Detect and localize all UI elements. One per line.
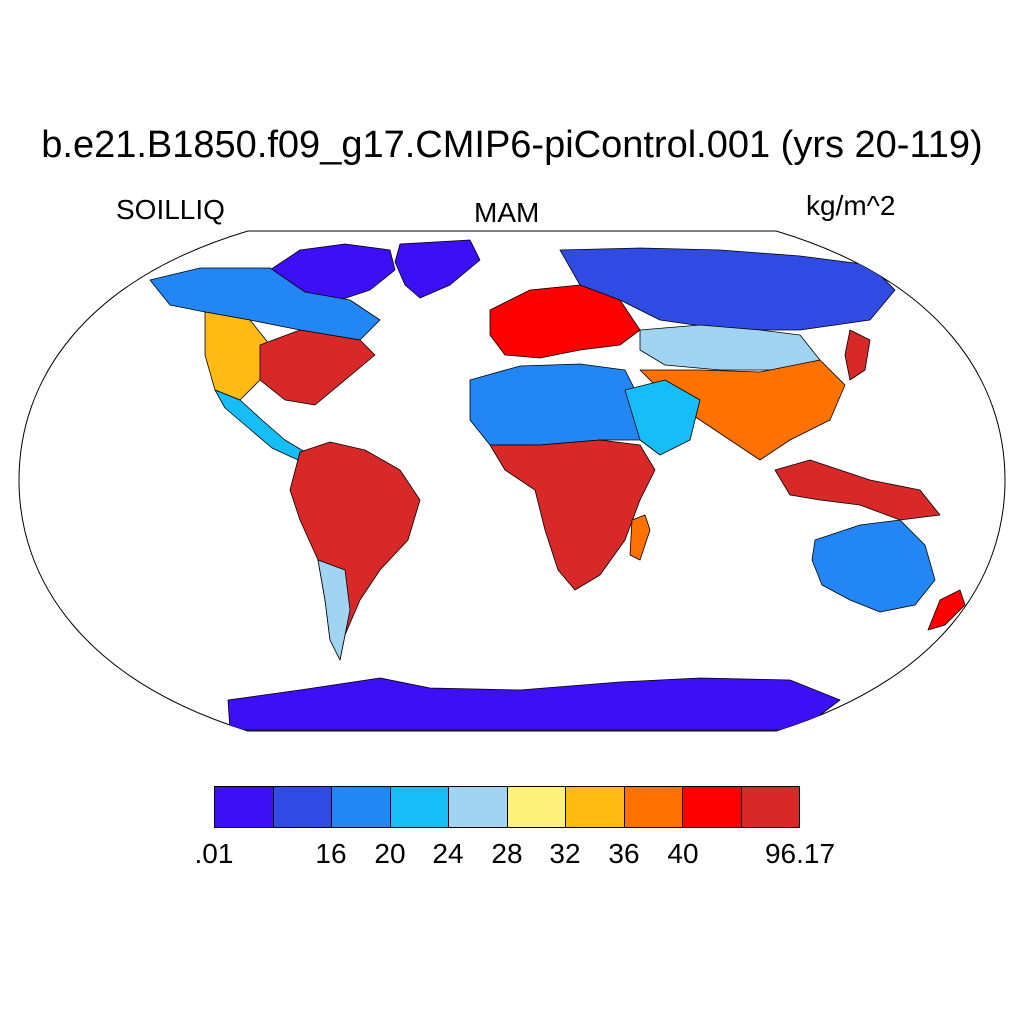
colorbar-swatch [332,787,391,827]
colorbar-swatch [507,787,566,827]
colorbar-swatch [624,787,683,827]
land-antarctica [227,677,841,731]
plot-title: b.e21.B1850.f09_g17.CMIP6-piControl.001 … [41,124,983,166]
land-australia [811,519,936,613]
colorbar-swatch [215,787,274,827]
colorbar-swatch [390,787,449,827]
land-asia-north [559,247,896,331]
colorbar-swatch [449,787,508,827]
colorbar-label: 28 [491,838,523,869]
land-africa-north [469,363,641,446]
colorbar-swatch [741,787,799,827]
land-europe [489,284,641,359]
land-indonesia [774,459,941,521]
land-africa-south [489,439,656,591]
colorbar-label: 16 [315,838,347,869]
colorbar-label: 40 [667,838,699,869]
colorbar-label: 36 [608,838,640,869]
land-japan [844,329,871,381]
land-madagascar [629,514,651,561]
land-south-america-south [317,559,351,661]
colorbar-label: 32 [549,838,581,869]
colorbar-swatch [683,787,742,827]
land-arabia [624,379,701,456]
colorbar-swatch [273,787,332,827]
land-north-america-north [149,267,381,341]
colorbar-label: 24 [432,838,464,869]
land-new-zealand [927,589,966,631]
variable-label: SOILLIQ [116,194,225,225]
land-north-america-west [204,311,271,401]
colorbar-swatch [566,787,625,827]
land-greenland [394,239,481,299]
colorbar [214,786,800,828]
units-label: kg/m^2 [806,190,896,221]
colorbar-labels: .01 16 20 24 28 32 36 40 96.17 [0,838,1024,878]
colorbar-label: .01 [194,838,234,869]
land-north-america-east [259,329,376,406]
colorbar-label: 20 [374,838,406,869]
land-south-america [289,441,421,661]
colorbar-label: 96.17 [764,838,836,869]
season-label: MAM [474,197,540,228]
